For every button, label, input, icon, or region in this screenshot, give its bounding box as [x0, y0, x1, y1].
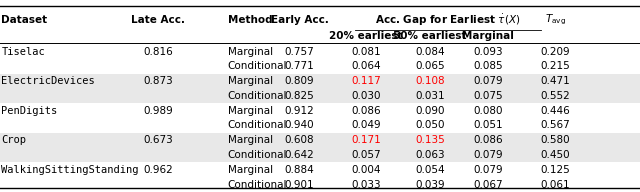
Text: 0.884: 0.884 [285, 165, 314, 175]
Text: Marginal: Marginal [228, 135, 273, 145]
Text: 0.051: 0.051 [474, 120, 503, 131]
FancyBboxPatch shape [0, 148, 640, 162]
Text: 0.090: 0.090 [415, 106, 445, 116]
Text: Marginal: Marginal [228, 76, 273, 86]
Text: Marginal: Marginal [228, 46, 273, 57]
Text: Conditional: Conditional [228, 91, 287, 101]
Text: 50% earliest: 50% earliest [394, 31, 467, 41]
Text: 0.171: 0.171 [351, 135, 381, 145]
Text: 0.093: 0.093 [474, 46, 503, 57]
Text: 0.940: 0.940 [285, 120, 314, 131]
Text: 0.085: 0.085 [474, 61, 503, 71]
Text: Tiselac: Tiselac [1, 46, 45, 57]
Text: 0.080: 0.080 [474, 106, 503, 116]
Text: 0.084: 0.084 [415, 46, 445, 57]
Text: 0.117: 0.117 [351, 76, 381, 86]
Text: Marginal: Marginal [228, 106, 273, 116]
Text: 0.135: 0.135 [415, 135, 445, 145]
Text: 0.215: 0.215 [541, 61, 570, 71]
Text: Late Acc.: Late Acc. [131, 15, 185, 25]
Text: 0.086: 0.086 [474, 135, 503, 145]
Text: 0.061: 0.061 [541, 180, 570, 190]
Text: 0.030: 0.030 [351, 91, 381, 101]
Text: 0.050: 0.050 [415, 120, 445, 131]
Text: 0.031: 0.031 [415, 91, 445, 101]
Text: 0.771: 0.771 [285, 61, 314, 71]
Text: 0.580: 0.580 [541, 135, 570, 145]
Text: Early Acc.: Early Acc. [271, 15, 328, 25]
Text: 0.757: 0.757 [285, 46, 314, 57]
Text: Marginal: Marginal [462, 31, 515, 41]
Text: 0.450: 0.450 [541, 150, 570, 160]
Text: Conditional: Conditional [228, 61, 287, 71]
Text: 0.054: 0.054 [415, 165, 445, 175]
Text: 0.049: 0.049 [351, 120, 381, 131]
Text: 0.081: 0.081 [351, 46, 381, 57]
Text: 0.901: 0.901 [285, 180, 314, 190]
Text: 0.825: 0.825 [285, 91, 314, 101]
Text: PenDigits: PenDigits [1, 106, 58, 116]
Text: 0.057: 0.057 [351, 150, 381, 160]
Text: WalkingSittingStanding: WalkingSittingStanding [1, 165, 139, 175]
Text: 0.446: 0.446 [541, 106, 570, 116]
FancyBboxPatch shape [0, 74, 640, 89]
Text: 0.471: 0.471 [541, 76, 570, 86]
Text: 0.065: 0.065 [415, 61, 445, 71]
Text: 20% earliest: 20% earliest [330, 31, 403, 41]
Text: 0.642: 0.642 [285, 150, 314, 160]
Text: 0.125: 0.125 [541, 165, 570, 175]
Text: 0.064: 0.064 [351, 61, 381, 71]
FancyBboxPatch shape [0, 89, 640, 103]
Text: 0.086: 0.086 [351, 106, 381, 116]
Text: 0.209: 0.209 [541, 46, 570, 57]
Text: Conditional: Conditional [228, 180, 287, 190]
Text: 0.552: 0.552 [541, 91, 570, 101]
Text: Crop: Crop [1, 135, 26, 145]
Text: $T_{\mathrm{avg}}$: $T_{\mathrm{avg}}$ [545, 13, 566, 27]
Text: Acc. Gap for Earliest $\dot{\tau}(X)$: Acc. Gap for Earliest $\dot{\tau}(X)$ [375, 12, 521, 28]
Text: 0.079: 0.079 [474, 76, 503, 86]
Text: 0.063: 0.063 [415, 150, 445, 160]
Text: 0.033: 0.033 [351, 180, 381, 190]
Text: 0.004: 0.004 [351, 165, 381, 175]
Text: 0.567: 0.567 [541, 120, 570, 131]
Text: 0.962: 0.962 [143, 165, 173, 175]
Text: Conditional: Conditional [228, 120, 287, 131]
Text: 0.608: 0.608 [285, 135, 314, 145]
Text: Marginal: Marginal [228, 165, 273, 175]
Text: Conditional: Conditional [228, 150, 287, 160]
Text: Method: Method [228, 15, 273, 25]
Text: 0.673: 0.673 [143, 135, 173, 145]
Text: ElectricDevices: ElectricDevices [1, 76, 95, 86]
FancyBboxPatch shape [0, 133, 640, 148]
Text: 0.079: 0.079 [474, 165, 503, 175]
Text: 0.809: 0.809 [285, 76, 314, 86]
Text: 0.912: 0.912 [285, 106, 314, 116]
Text: 0.108: 0.108 [415, 76, 445, 86]
Text: 0.067: 0.067 [474, 180, 503, 190]
Text: 0.075: 0.075 [474, 91, 503, 101]
Text: 0.989: 0.989 [143, 106, 173, 116]
Text: 0.079: 0.079 [474, 150, 503, 160]
Text: 0.873: 0.873 [143, 76, 173, 86]
Text: 0.816: 0.816 [143, 46, 173, 57]
Text: 0.039: 0.039 [415, 180, 445, 190]
Text: Dataset: Dataset [1, 15, 47, 25]
